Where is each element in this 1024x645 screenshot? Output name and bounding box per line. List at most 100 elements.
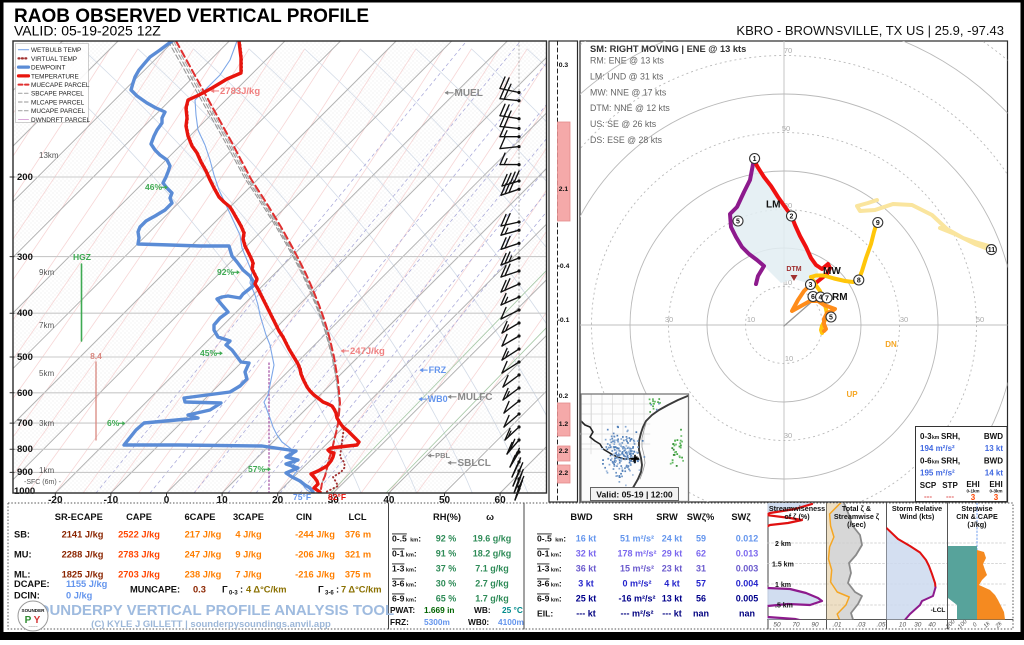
svg-text:WB0: WB0 — [428, 394, 448, 404]
svg-text:10: 10 — [747, 315, 755, 324]
svg-text:BWD: BWD — [984, 432, 1003, 441]
svg-text:5: 5 — [829, 315, 833, 322]
svg-text:EIL:: EIL: — [537, 609, 553, 619]
svg-text:MLCAPE PARCEL: MLCAPE PARCEL — [31, 99, 85, 106]
svg-text:DCAPE:: DCAPE: — [14, 579, 50, 589]
svg-text:18.2 g/kg: 18.2 g/kg — [473, 549, 512, 559]
svg-text:SOUNDERPY VERTICAL PROFILE ANA: SOUNDERPY VERTICAL PROFILE ANALYSIS TOOL — [28, 602, 394, 619]
svg-text:2: 2 — [790, 214, 794, 221]
svg-text:7 J/kg: 7 J/kg — [235, 570, 262, 580]
svg-text::: : — [240, 585, 243, 595]
svg-text:5300m: 5300m — [424, 617, 450, 627]
svg-text:8: 8 — [857, 278, 861, 285]
svg-text:SRH: SRH — [613, 512, 633, 522]
svg-text:SRH,: SRH, — [941, 432, 960, 441]
svg-text:1.7 g/kg: 1.7 g/kg — [475, 594, 509, 604]
svg-text:Valid: 05-19 | 12:00: Valid: 05-19 | 12:00 — [596, 490, 673, 500]
svg-text:SOUNDER: SOUNDER — [22, 608, 46, 613]
svg-text:8.4: 8.4 — [90, 351, 102, 361]
svg-text:178 m²/s²: 178 m²/s² — [617, 549, 656, 559]
svg-text:1.2: 1.2 — [559, 421, 569, 428]
svg-text:CIN: CIN — [296, 512, 312, 522]
svg-text:0-1: 0-1 — [537, 549, 550, 559]
svg-text:-LCL: -LCL — [931, 607, 946, 614]
svg-text:SWζ: SWζ — [731, 512, 751, 522]
svg-text:50: 50 — [976, 315, 984, 324]
svg-text:SRW: SRW — [656, 512, 678, 522]
svg-text:500: 500 — [17, 352, 33, 363]
svg-text:--- kt: --- kt — [576, 609, 596, 619]
svg-text:km: km — [551, 583, 559, 589]
svg-text:0.005: 0.005 — [736, 594, 759, 604]
svg-text:375 m: 375 m — [345, 570, 371, 580]
svg-text:0: 0 — [164, 495, 170, 506]
svg-text:0.3: 0.3 — [193, 585, 206, 595]
svg-text:25 kt: 25 kt — [576, 594, 597, 604]
svg-text:600: 600 — [17, 388, 33, 399]
svg-text::: : — [559, 594, 562, 604]
svg-text:2.2: 2.2 — [559, 448, 569, 455]
svg-text:1 km: 1 km — [775, 582, 791, 589]
svg-text:BWD: BWD — [984, 457, 1003, 466]
svg-text:2522 J/kg: 2522 J/kg — [118, 530, 160, 540]
svg-text:RH(%): RH(%) — [433, 512, 461, 522]
svg-text:9: 9 — [876, 220, 880, 227]
svg-text:7.1 g/kg: 7.1 g/kg — [475, 564, 509, 574]
svg-text:km: km — [410, 538, 418, 544]
svg-text:36 kt: 36 kt — [576, 564, 597, 574]
svg-text:13 kt: 13 kt — [662, 594, 683, 604]
svg-text:-10: -10 — [104, 495, 119, 506]
svg-text:-SFC (6m) -: -SFC (6m) - — [24, 479, 62, 486]
svg-text:1-3: 1-3 — [537, 564, 550, 574]
svg-text:11: 11 — [988, 247, 996, 254]
svg-text:PBL: PBL — [435, 451, 450, 460]
svg-text:5: 5 — [736, 219, 740, 226]
svg-text:50: 50 — [439, 495, 451, 506]
svg-text:321 m: 321 m — [345, 550, 371, 560]
svg-text:0-3: 0-3 — [229, 591, 238, 597]
svg-text:25 °C: 25 °C — [502, 605, 523, 615]
svg-text:3: 3 — [809, 282, 813, 289]
svg-text:0-1: 0-1 — [392, 549, 405, 559]
svg-text:MUNCAPE:: MUNCAPE: — [130, 585, 180, 595]
svg-text::: : — [563, 534, 566, 544]
svg-text:km: km — [406, 598, 414, 604]
svg-text:RM: RM — [832, 292, 848, 303]
svg-text:70: 70 — [784, 46, 792, 55]
svg-text:ML:: ML: — [14, 570, 31, 580]
svg-text:24 kt: 24 kt — [662, 534, 683, 544]
svg-text:59: 59 — [696, 534, 706, 544]
svg-text:2783J/kg: 2783J/kg — [220, 86, 260, 97]
svg-text:-216 J/kg: -216 J/kg — [295, 570, 335, 580]
svg-text:DEWPOINT: DEWPOINT — [31, 65, 66, 72]
svg-text:10: 10 — [899, 622, 907, 629]
svg-text:3-6: 3-6 — [392, 579, 405, 589]
svg-text:247 J/kg: 247 J/kg — [185, 550, 222, 560]
svg-text:7 Δ°C/km: 7 Δ°C/km — [341, 585, 382, 595]
svg-text:.05: .05 — [876, 622, 885, 629]
svg-text:-244 J/kg: -244 J/kg — [295, 530, 335, 540]
svg-text:--- m²/s²: --- m²/s² — [621, 609, 654, 619]
svg-text:51 m²/s²: 51 m²/s² — [620, 534, 654, 544]
svg-text:km: km — [406, 568, 414, 574]
svg-text:0.2: 0.2 — [559, 393, 569, 400]
svg-text:2783 J/kg: 2783 J/kg — [118, 550, 160, 560]
svg-text:Wind (kts): Wind (kts) — [900, 512, 935, 521]
svg-text:4 J/kg: 4 J/kg — [235, 530, 262, 540]
svg-text:45%: 45% — [200, 348, 217, 358]
svg-text::: : — [559, 579, 562, 589]
svg-text:.03: .03 — [856, 622, 865, 629]
svg-text::: : — [414, 549, 417, 559]
svg-text:--- kt: --- kt — [662, 609, 682, 619]
svg-text:6-9: 6-9 — [392, 594, 405, 604]
svg-text:1.669 in: 1.669 in — [424, 605, 454, 615]
svg-text:MU:: MU: — [14, 550, 32, 560]
svg-text:.5 km: .5 km — [775, 603, 793, 610]
svg-text:WETBULB TEMP: WETBULB TEMP — [31, 47, 81, 54]
svg-text:km: km — [555, 538, 563, 544]
svg-text:4100m: 4100m — [498, 617, 524, 627]
svg-text:2703 J/kg: 2703 J/kg — [118, 570, 160, 580]
svg-text:0.012: 0.012 — [736, 534, 759, 544]
svg-text:ω: ω — [486, 512, 494, 522]
svg-text:0.3: 0.3 — [559, 62, 569, 69]
